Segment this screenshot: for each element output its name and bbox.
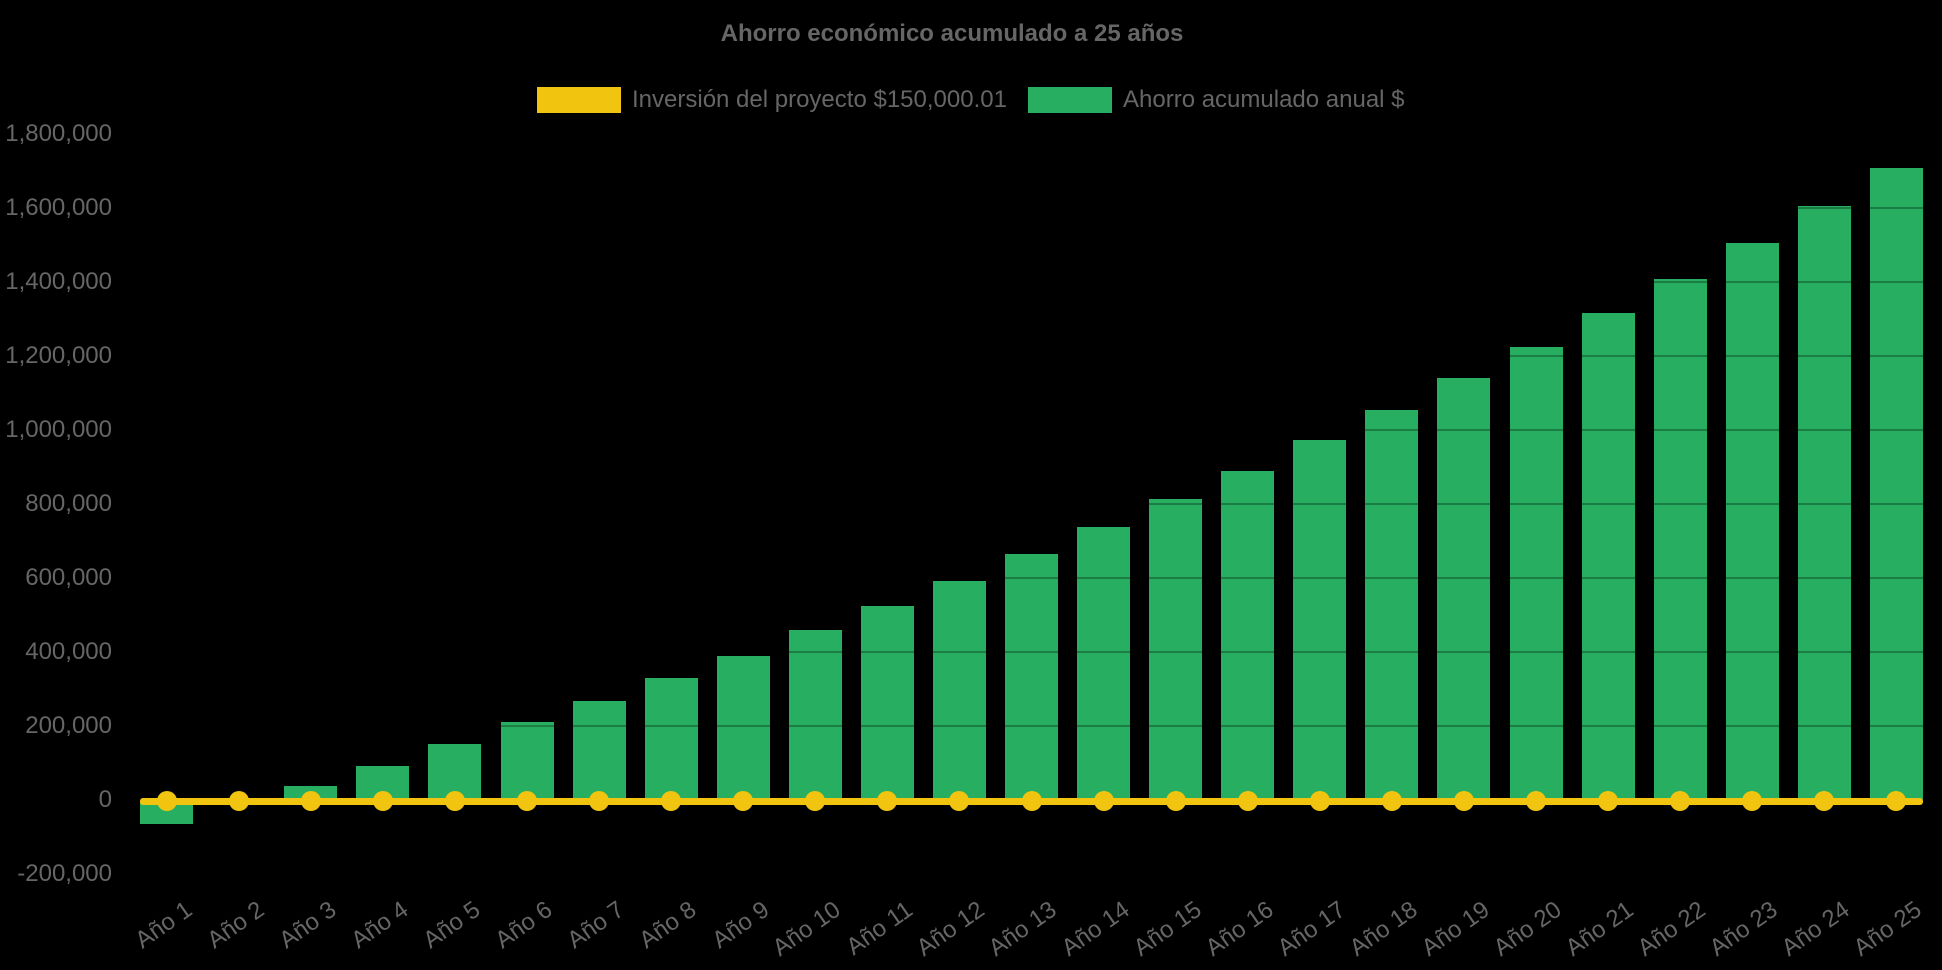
y-axis-tick-label: 1,000,000 xyxy=(5,416,112,443)
gridline xyxy=(125,207,1925,209)
gridline xyxy=(125,725,1925,727)
line-marker-año-15[interactable] xyxy=(1165,791,1186,811)
x-axis-tick-label: Año 6 xyxy=(490,896,558,955)
bar-año-20[interactable] xyxy=(1509,346,1563,800)
bar-año-11[interactable] xyxy=(860,606,914,800)
line-marker-año-13[interactable] xyxy=(1021,791,1042,811)
bar-año-25[interactable] xyxy=(1869,168,1923,800)
gridline xyxy=(125,429,1925,431)
line-marker-año-17[interactable] xyxy=(1309,791,1330,811)
x-axis-tick-label: Año 23 xyxy=(1704,896,1783,962)
x-axis-tick-label: Año 20 xyxy=(1488,896,1567,962)
gridline xyxy=(125,651,1925,653)
x-axis-tick-label: Año 17 xyxy=(1272,896,1351,962)
legend-label-savings[interactable]: Ahorro acumulado anual $ xyxy=(1123,86,1405,113)
bar-año-18[interactable] xyxy=(1365,410,1419,800)
line-marker-año-6[interactable] xyxy=(517,791,538,811)
line-marker-año-14[interactable] xyxy=(1093,791,1114,811)
x-axis-tick-label: Año 8 xyxy=(634,896,702,955)
line-marker-año-8[interactable] xyxy=(661,791,682,811)
x-axis-tick-label: Año 13 xyxy=(984,896,1063,962)
x-axis-tick-label: Año 2 xyxy=(202,896,270,955)
y-axis-tick-label: 800,000 xyxy=(25,490,112,517)
x-axis-tick-label: Año 4 xyxy=(346,896,414,955)
bar-año-16[interactable] xyxy=(1221,471,1275,800)
bar-año-12[interactable] xyxy=(932,580,986,800)
x-axis-tick-label: Año 12 xyxy=(912,896,990,962)
x-axis-tick-label: Año 7 xyxy=(562,896,630,955)
x-axis-tick-label: Año 15 xyxy=(1128,896,1207,962)
y-axis-tick-label: 600,000 xyxy=(25,564,112,591)
gridline xyxy=(125,133,1925,135)
bar-año-8[interactable] xyxy=(644,678,698,800)
x-axis-tick-label: Año 24 xyxy=(1776,896,1855,962)
bar-año-14[interactable] xyxy=(1077,526,1131,800)
y-axis-tick-label: 200,000 xyxy=(25,712,112,739)
gridline xyxy=(125,577,1925,579)
x-axis-tick-label: Año 21 xyxy=(1560,896,1639,962)
bar-año-6[interactable] xyxy=(500,722,554,800)
bar-año-24[interactable] xyxy=(1797,206,1851,800)
line-marker-año-3[interactable] xyxy=(300,791,321,811)
y-axis-tick-label: -200,000 xyxy=(17,860,112,887)
line-marker-año-19[interactable] xyxy=(1453,791,1474,811)
line-marker-año-22[interactable] xyxy=(1670,791,1691,811)
x-axis-tick-label: Año 16 xyxy=(1200,896,1279,962)
bar-año-23[interactable] xyxy=(1725,242,1779,800)
gridline xyxy=(125,281,1925,283)
line-marker-año-24[interactable] xyxy=(1814,791,1835,811)
y-axis-tick-label: 1,200,000 xyxy=(5,342,112,369)
legend-swatch-savings[interactable] xyxy=(1028,87,1112,113)
bar-año-17[interactable] xyxy=(1293,439,1347,800)
bar-año-10[interactable] xyxy=(788,630,842,800)
line-marker-año-18[interactable] xyxy=(1381,791,1402,811)
gridline xyxy=(125,503,1925,505)
x-axis-tick-label: Año 14 xyxy=(1056,896,1135,962)
line-marker-año-25[interactable] xyxy=(1886,791,1907,811)
bar-año-13[interactable] xyxy=(1005,554,1059,800)
bar-año-21[interactable] xyxy=(1581,312,1635,800)
line-marker-año-1[interactable] xyxy=(156,791,177,811)
x-axis-tick-label: Año 5 xyxy=(418,896,486,955)
y-axis-tick-label: 1,800,000 xyxy=(5,120,112,147)
bar-año-22[interactable] xyxy=(1653,279,1707,800)
x-axis-tick-label: Año 25 xyxy=(1849,896,1927,962)
gridline xyxy=(125,355,1925,357)
bar-año-5[interactable] xyxy=(428,744,482,800)
x-axis-tick-label: Año 9 xyxy=(706,896,774,955)
line-marker-año-2[interactable] xyxy=(228,791,249,811)
line-marker-año-9[interactable] xyxy=(733,791,754,811)
x-axis-tick-label: Año 10 xyxy=(768,896,846,962)
bar-año-9[interactable] xyxy=(716,656,770,800)
x-axis-tick-label: Año 11 xyxy=(841,896,918,961)
x-axis-tick-label: Año 1 xyxy=(130,896,198,955)
line-marker-año-16[interactable] xyxy=(1237,791,1258,811)
x-axis-tick-label: Año 18 xyxy=(1344,896,1423,962)
gridline xyxy=(125,873,1925,875)
x-axis-tick-label: Año 22 xyxy=(1632,896,1711,962)
line-marker-año-5[interactable] xyxy=(444,791,465,811)
legend-swatch-investment[interactable] xyxy=(537,87,621,113)
chart-title: Ahorro económico acumulado a 25 años xyxy=(720,20,1184,47)
bar-año-19[interactable] xyxy=(1437,378,1491,800)
line-marker-año-11[interactable] xyxy=(877,791,898,811)
line-marker-año-4[interactable] xyxy=(372,791,393,811)
line-marker-año-12[interactable] xyxy=(949,791,970,811)
y-axis-tick-label: 0 xyxy=(98,786,112,813)
line-marker-año-23[interactable] xyxy=(1742,791,1763,811)
bar-año-7[interactable] xyxy=(572,700,626,800)
legend-label-investment[interactable]: Inversión del proyecto $150,000.01 xyxy=(632,86,1007,113)
y-axis-tick-label: 1,600,000 xyxy=(5,194,112,221)
bar-año-15[interactable] xyxy=(1149,499,1203,800)
x-axis-tick-label: Año 19 xyxy=(1416,896,1495,962)
x-axis-tick-label: Año 3 xyxy=(274,896,342,955)
y-axis-tick-label: 400,000 xyxy=(25,638,112,665)
line-marker-año-10[interactable] xyxy=(805,791,826,811)
line-marker-año-7[interactable] xyxy=(589,791,610,811)
line-marker-año-20[interactable] xyxy=(1526,791,1547,811)
line-marker-año-21[interactable] xyxy=(1598,791,1619,811)
y-axis-tick-label: 1,400,000 xyxy=(5,268,112,295)
